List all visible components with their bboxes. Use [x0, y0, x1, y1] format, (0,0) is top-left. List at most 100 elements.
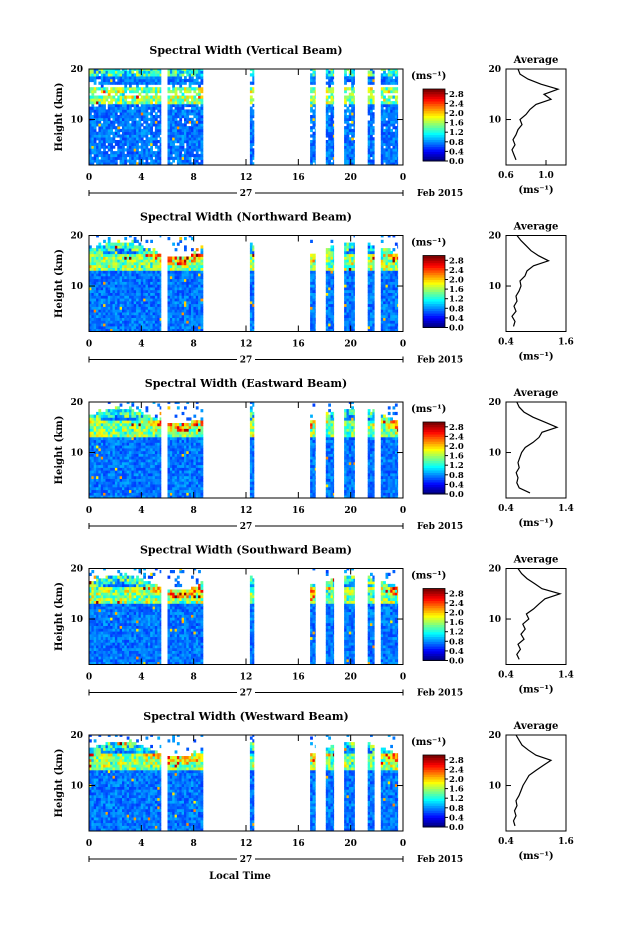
- heatmap-cell: [193, 162, 197, 166]
- heatmap-cell: [98, 270, 102, 274]
- heatmap-cell: [96, 148, 99, 152]
- heatmap-cell: [328, 275, 331, 280]
- heatmap-cell: [91, 142, 95, 146]
- heatmap-cell: [344, 270, 347, 274]
- heatmap-cell: [332, 156, 335, 160]
- heatmap-cell: [353, 317, 355, 321]
- heatmap-cell: [314, 325, 316, 330]
- heatmap-cell: [387, 287, 391, 291]
- heatmap-cell: [174, 289, 178, 293]
- heatmap-cell: [147, 131, 151, 135]
- heatmap-cell: [93, 131, 97, 135]
- heatmap-cell: [179, 287, 183, 291]
- heatmap-cell: [186, 300, 190, 305]
- heatmap-cell: [394, 267, 398, 271]
- heatmap-cell: [114, 81, 118, 85]
- heatmap-cell: [103, 434, 106, 438]
- heatmap-cell: [133, 134, 137, 138]
- heatmap-cell: [129, 325, 132, 330]
- heatmap-cell: [145, 314, 149, 318]
- heatmap-cell: [159, 303, 162, 307]
- heatmap-cell: [117, 281, 121, 285]
- heatmap-cell: [370, 109, 373, 113]
- heatmap-cell: [138, 151, 142, 155]
- heatmap-cell: [129, 323, 132, 327]
- heatmap-cell: [200, 289, 204, 293]
- heatmap-cell: [131, 250, 135, 255]
- heatmap-cell: [172, 76, 175, 80]
- heatmap-cell: [124, 126, 128, 130]
- heatmap-cell: [105, 303, 109, 307]
- heatmap-cell: [174, 128, 178, 133]
- heatmap-cell: [312, 273, 316, 277]
- heatmap-cell: [136, 112, 139, 116]
- heatmap-cell: [117, 120, 121, 124]
- heatmap-cell: [385, 103, 389, 108]
- heatmap-cell: [330, 76, 334, 80]
- heatmap-cell: [249, 137, 253, 141]
- heatmap-cell: [150, 312, 153, 316]
- heatmap-cell: [346, 123, 350, 127]
- heatmap-cell: [353, 256, 355, 260]
- heatmap-cell: [93, 492, 97, 496]
- heatmap-cell: [110, 76, 113, 80]
- colorbar-segment: [423, 265, 445, 268]
- heatmap-cell: [150, 314, 153, 318]
- heatmap-cell: [394, 153, 398, 158]
- heatmap-cell: [100, 314, 104, 318]
- heatmap-cell: [122, 434, 125, 438]
- heatmap-cell: [126, 109, 130, 113]
- heatmap-cell: [348, 278, 352, 282]
- heatmap-cell: [186, 145, 190, 149]
- heatmap-cell: [332, 306, 335, 310]
- heatmap-cell: [328, 312, 331, 316]
- heatmap-cell: [140, 317, 144, 321]
- heatmap-cell: [191, 317, 194, 321]
- heatmap-cell: [126, 128, 130, 133]
- heatmap-cell: [179, 239, 183, 243]
- heatmap-cell: [100, 273, 104, 277]
- heatmap-cell: [191, 120, 194, 124]
- heatmap-cell: [154, 314, 158, 318]
- heatmap-cell: [186, 320, 190, 324]
- heatmap-cell: [179, 81, 183, 85]
- heatmap-cell: [174, 131, 178, 135]
- heatmap-cell: [117, 317, 121, 321]
- heatmap-cell: [200, 256, 204, 260]
- heatmap-cell: [249, 87, 253, 91]
- heatmap-cell: [367, 140, 371, 144]
- heatmap-cell: [346, 148, 350, 152]
- heatmap-cell: [124, 101, 128, 105]
- heatmap-cell: [372, 103, 375, 108]
- heatmap-cell: [179, 314, 183, 318]
- heatmap-cell: [133, 120, 137, 124]
- heatmap-cell: [179, 115, 183, 119]
- heatmap-cell: [98, 159, 102, 163]
- heatmap-cell: [105, 278, 109, 282]
- heatmap-cell: [186, 303, 190, 307]
- heatmap-cell: [129, 73, 132, 77]
- heatmap-cell: [387, 106, 391, 110]
- heatmap-cell: [169, 314, 173, 318]
- heatmap-cell: [138, 87, 142, 91]
- heatmap-cell: [98, 245, 102, 249]
- heatmap-cell: [110, 162, 113, 166]
- heatmap-cell: [310, 295, 313, 299]
- heatmap-cell: [397, 142, 399, 146]
- heatmap-cell: [110, 428, 113, 432]
- heatmap-cell: [394, 101, 398, 105]
- heatmap-cell: [332, 153, 335, 158]
- heatmap-cell: [346, 95, 350, 99]
- heatmap-cell: [129, 151, 132, 155]
- heatmap-cell: [169, 289, 173, 293]
- heatmap-cell: [394, 323, 398, 327]
- heatmap-cell: [372, 76, 375, 80]
- heatmap-cell: [100, 439, 104, 443]
- heatmap-cell: [387, 109, 391, 113]
- heatmap-cell: [136, 123, 139, 127]
- heatmap-cell: [370, 145, 373, 149]
- heatmap-cell: [390, 156, 393, 160]
- heatmap-cell: [145, 98, 149, 102]
- heatmap-cell: [252, 162, 255, 166]
- heatmap-cell: [198, 298, 201, 302]
